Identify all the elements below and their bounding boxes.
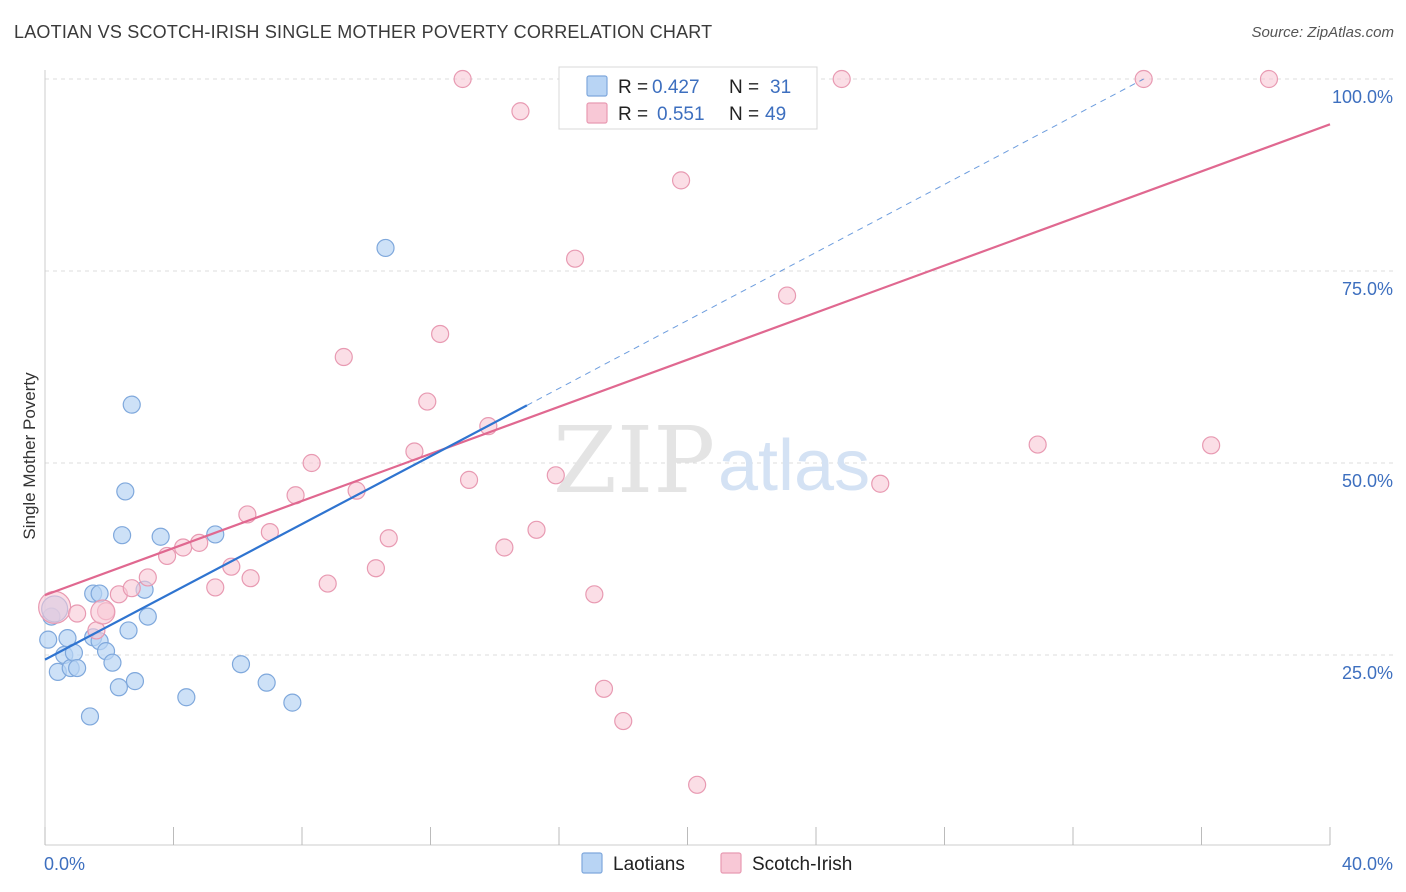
bottom-legend-swatch-scotch-irish <box>720 852 742 874</box>
scotch-irish-point <box>832 69 851 89</box>
scotch-irish-point <box>594 679 614 698</box>
scotch-irish-point <box>418 392 437 411</box>
bottom-legend-label-scotch-irish: Scotch-Irish <box>752 854 852 875</box>
scotch-irish-point <box>334 347 353 367</box>
x-tick-label-end: 40.0% <box>1342 854 1393 874</box>
scotch-irish-point <box>671 171 691 190</box>
laotians-point <box>80 707 100 726</box>
scotch-irish-point <box>614 711 633 731</box>
scotch-irish-point <box>495 538 514 557</box>
scotch-irish-point <box>38 590 72 624</box>
legend-n-value-laotians: 31 <box>770 77 791 98</box>
scotch-irish-point <box>871 474 890 493</box>
scotch-irish-point <box>565 249 585 268</box>
scotch-irish-point <box>318 574 337 593</box>
laotians-point <box>112 526 132 545</box>
laotians-point <box>68 658 87 678</box>
laotians-point <box>119 621 138 640</box>
y-tick-labels: 25.0% 50.0% 75.0% 100.0% <box>1332 87 1393 683</box>
laotians-point <box>283 693 302 712</box>
scotch-irish-point <box>68 604 87 623</box>
scotch-irish-point <box>366 559 385 578</box>
scotch-irish-point <box>347 481 366 500</box>
scotch-irish-point <box>585 585 604 604</box>
legend-r-label-scotch-irish: R = <box>618 104 648 125</box>
scotch-irish-point <box>379 529 398 548</box>
scotch-irish-point <box>122 579 141 598</box>
scotch-irish-point <box>459 470 479 489</box>
scotch-irish-point <box>302 453 321 473</box>
scotch-irish-trend-line <box>44 123 1331 597</box>
x-tick-label-start: 0.0% <box>44 854 85 874</box>
watermark: ZIP atlas <box>553 407 870 514</box>
y-tick-label-1: 50.0% <box>1342 471 1393 491</box>
laotians-point <box>90 584 109 603</box>
scotch-irish-point <box>90 599 116 625</box>
scotch-irish-point <box>206 578 225 597</box>
scotch-irish-point <box>1028 435 1047 454</box>
scotch-irish-point <box>241 569 260 588</box>
laotians-point <box>125 672 145 691</box>
laotians-point <box>39 630 58 649</box>
bottom-legend-label-laotians: Laotians <box>613 854 685 875</box>
laotians-point <box>138 607 157 626</box>
scotch-irish-point <box>1259 69 1279 89</box>
bottom-legend-swatch-laotians <box>581 852 603 874</box>
axes <box>44 70 1331 846</box>
correlation-legend: R = 0.427 N = 31 R = 0.551 N = 49 <box>558 66 818 130</box>
grid-lines <box>45 78 1395 656</box>
scotch-irish-point <box>777 286 797 305</box>
legend-r-value-scotch-irish: 0.551 <box>657 104 705 125</box>
laotians-point <box>376 238 395 258</box>
laotians-point <box>116 482 135 501</box>
legend-swatch-laotians <box>586 75 608 97</box>
legend-n-label-laotians: N = <box>729 77 759 98</box>
scotch-irish-point <box>453 69 472 89</box>
watermark-atlas: atlas <box>718 426 870 506</box>
laotians-point <box>177 688 196 707</box>
legend-swatch-scotch-irish <box>586 102 608 124</box>
laotians-point <box>103 653 122 672</box>
y-tick-label-2: 75.0% <box>1342 279 1393 299</box>
laotians-point <box>231 655 251 674</box>
scotch-irish-point <box>1202 436 1221 455</box>
series-laotians-points <box>39 238 395 726</box>
scotch-irish-point <box>688 775 707 794</box>
y-tick-label-0: 25.0% <box>1342 663 1393 683</box>
laotians-point <box>151 527 170 546</box>
trend-lines <box>44 78 1331 661</box>
y-axis-label: Single Mother Poverty <box>20 372 39 540</box>
chart-title: LAOTIAN VS SCOTCH-IRISH SINGLE MOTHER PO… <box>14 22 713 42</box>
laotians-point <box>122 395 141 414</box>
series-legend: Laotians Scotch-Irish <box>581 852 852 875</box>
legend-n-label-scotch-irish: N = <box>729 104 759 125</box>
scotch-irish-point <box>511 102 530 121</box>
laotians-trend-line <box>44 404 528 661</box>
laotians-point <box>109 678 128 697</box>
scotch-irish-point <box>138 568 157 587</box>
watermark-zip: ZIP <box>553 407 715 514</box>
legend-r-value-laotians: 0.427 <box>652 77 700 98</box>
source-credit: Source: ZipAtlas.com <box>1251 24 1394 41</box>
y-tick-label-3: 100.0% <box>1332 87 1393 107</box>
laotians-point <box>257 673 276 692</box>
legend-r-label-laotians: R = <box>618 77 648 98</box>
legend-n-value-scotch-irish: 49 <box>765 104 786 125</box>
scotch-irish-point <box>431 324 450 344</box>
scotch-irish-point <box>527 520 546 539</box>
x-tick-labels: 0.0% 40.0% <box>44 854 1393 874</box>
scotch-irish-point <box>546 466 565 485</box>
